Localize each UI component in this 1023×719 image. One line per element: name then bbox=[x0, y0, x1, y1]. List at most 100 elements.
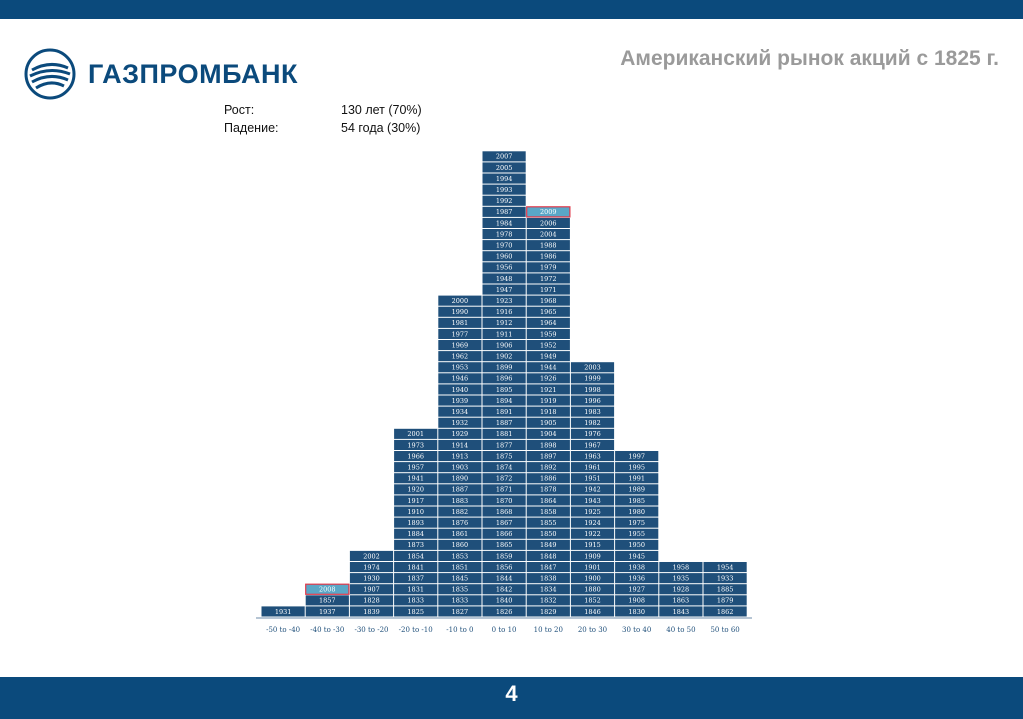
year-cell bbox=[570, 362, 615, 373]
year-label: 1867 bbox=[496, 519, 513, 527]
year-label: 1852 bbox=[584, 597, 601, 605]
year-cell bbox=[394, 484, 438, 495]
year-label: 1996 bbox=[584, 397, 601, 405]
year-label: 1994 bbox=[496, 175, 513, 183]
year-label: 1832 bbox=[540, 597, 557, 605]
year-label: 1914 bbox=[452, 441, 469, 449]
year-label: 2002 bbox=[363, 552, 380, 560]
year-label: 1969 bbox=[452, 341, 469, 349]
year-cell bbox=[438, 439, 482, 450]
year-cell bbox=[482, 562, 526, 573]
year-label: 1908 bbox=[628, 597, 645, 605]
year-cell bbox=[482, 528, 526, 539]
year-cell bbox=[570, 373, 615, 384]
year-label: 1826 bbox=[496, 608, 513, 616]
year-cell bbox=[438, 406, 482, 417]
year-cell bbox=[526, 362, 570, 373]
year-label: 1991 bbox=[628, 475, 645, 483]
year-cell bbox=[615, 517, 659, 528]
year-cell bbox=[570, 406, 615, 417]
year-cell bbox=[482, 484, 526, 495]
stat-value-growth: 130 лет (70%) bbox=[341, 103, 422, 117]
year-label: 1855 bbox=[540, 519, 557, 527]
year-label: 2001 bbox=[407, 430, 424, 438]
year-cell bbox=[526, 240, 570, 251]
year-cell bbox=[349, 562, 394, 573]
year-cell bbox=[482, 351, 526, 362]
year-label: 1972 bbox=[540, 275, 557, 283]
year-cell bbox=[570, 395, 615, 406]
year-cell bbox=[349, 550, 394, 561]
year-label: 1882 bbox=[452, 508, 469, 516]
year-label: 1887 bbox=[452, 486, 469, 494]
year-cell bbox=[526, 395, 570, 406]
year-cell bbox=[615, 562, 659, 573]
year-label: 1902 bbox=[496, 352, 513, 360]
bottom-bar: 4 bbox=[0, 677, 1023, 719]
year-label: 1933 bbox=[717, 574, 734, 582]
year-cell bbox=[438, 562, 482, 573]
year-label: 1877 bbox=[496, 441, 513, 449]
year-cell bbox=[659, 562, 703, 573]
year-cell bbox=[394, 517, 438, 528]
year-cell bbox=[394, 451, 438, 462]
year-label: 1941 bbox=[407, 475, 424, 483]
year-cell bbox=[394, 428, 438, 439]
year-label: 1915 bbox=[584, 541, 601, 549]
year-cell bbox=[482, 384, 526, 395]
year-label: 1975 bbox=[628, 519, 645, 527]
year-label: 1856 bbox=[496, 563, 513, 571]
stat-label-decline: Падение: bbox=[224, 121, 279, 135]
year-cell bbox=[438, 451, 482, 462]
year-cell bbox=[394, 528, 438, 539]
year-cell bbox=[394, 584, 438, 595]
year-cell bbox=[305, 595, 349, 606]
year-cell bbox=[615, 595, 659, 606]
year-label: 1954 bbox=[717, 563, 734, 571]
year-cell bbox=[526, 451, 570, 462]
year-cell bbox=[482, 451, 526, 462]
year-cell bbox=[703, 595, 747, 606]
year-cell bbox=[482, 362, 526, 373]
year-label: 1989 bbox=[628, 486, 645, 494]
year-cell bbox=[526, 473, 570, 484]
page-title: Американский рынок акций с 1825 г. bbox=[620, 47, 999, 70]
year-label: 1926 bbox=[540, 375, 557, 383]
year-cell bbox=[526, 484, 570, 495]
year-label: 1838 bbox=[540, 574, 557, 582]
year-label: 1917 bbox=[407, 497, 424, 505]
year-cell bbox=[482, 206, 526, 217]
year-label: 1897 bbox=[540, 452, 557, 460]
year-cell bbox=[438, 484, 482, 495]
year-label: 1835 bbox=[452, 586, 469, 594]
stat-label-growth: Рост: bbox=[224, 103, 255, 117]
year-label: 1825 bbox=[407, 608, 424, 616]
highlighted-year-cell bbox=[526, 206, 571, 218]
year-label: 1912 bbox=[496, 319, 513, 327]
year-label: 1850 bbox=[540, 530, 557, 538]
year-cell bbox=[482, 373, 526, 384]
year-label: 1947 bbox=[496, 286, 513, 294]
year-cell bbox=[438, 340, 482, 351]
year-label: 1865 bbox=[496, 541, 513, 549]
year-cell bbox=[570, 562, 615, 573]
year-cell bbox=[526, 428, 570, 439]
year-cell bbox=[482, 506, 526, 517]
year-label: 1874 bbox=[496, 463, 513, 471]
year-label: 1983 bbox=[584, 408, 601, 416]
year-label: 1841 bbox=[407, 563, 424, 571]
year-cell bbox=[482, 273, 526, 284]
year-label: 1957 bbox=[407, 463, 424, 471]
year-cell bbox=[482, 462, 526, 473]
year-cell bbox=[615, 584, 659, 595]
gazprombank-globe-icon bbox=[24, 48, 76, 100]
year-cell bbox=[615, 462, 659, 473]
year-label: 1923 bbox=[496, 297, 513, 305]
year-label: 1844 bbox=[496, 574, 513, 582]
year-cell bbox=[526, 539, 570, 550]
logo: ГАЗПРОМБАНК bbox=[24, 48, 297, 104]
year-label: 1920 bbox=[407, 486, 424, 494]
year-cell bbox=[526, 517, 570, 528]
year-label: 1938 bbox=[628, 563, 645, 571]
year-label: 1960 bbox=[496, 253, 513, 261]
